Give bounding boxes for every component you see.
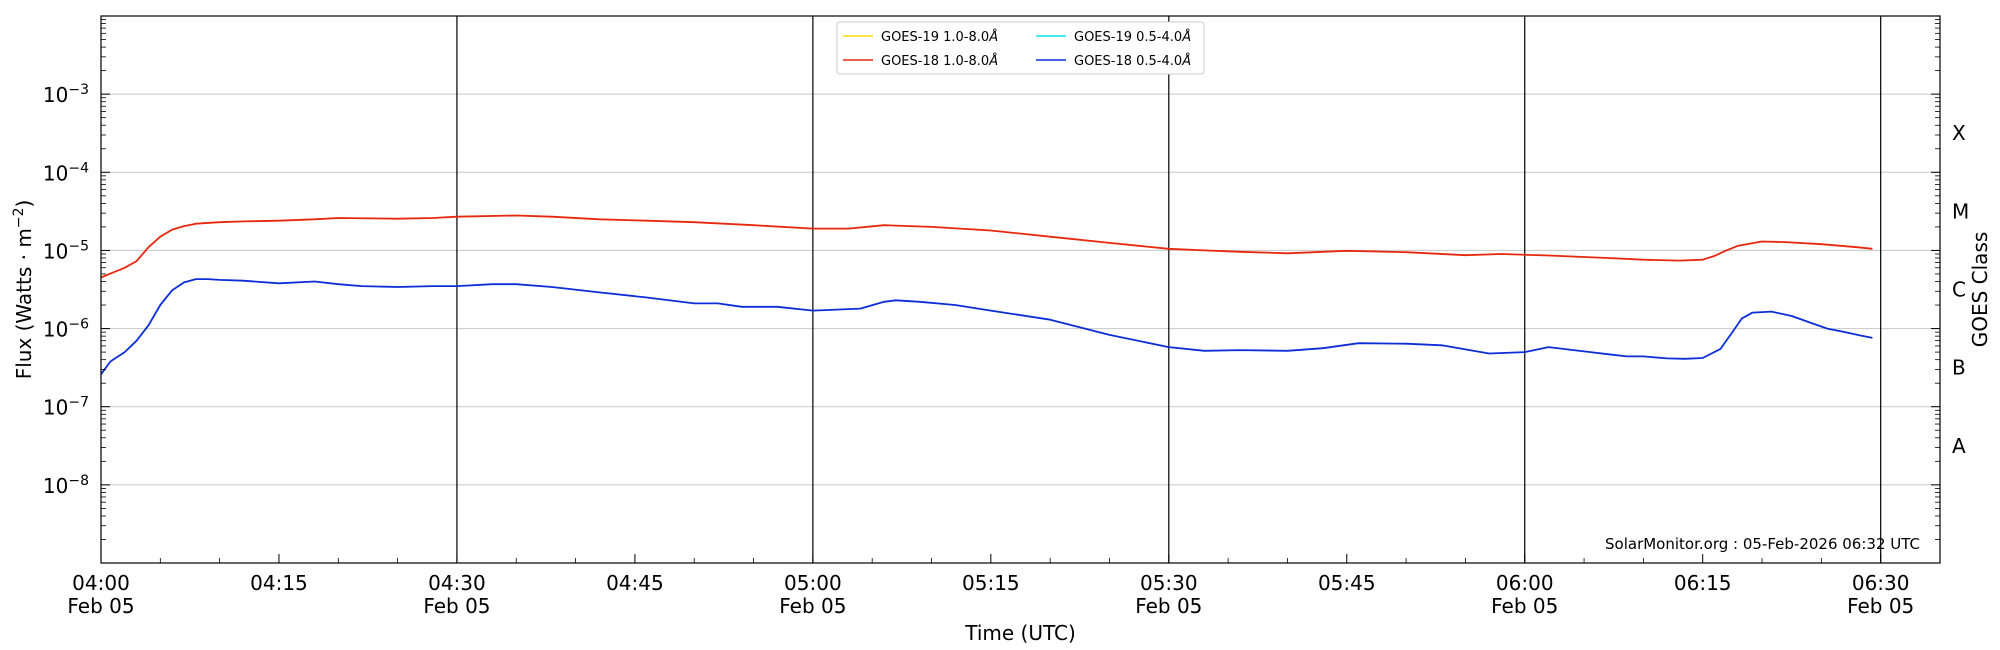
legend-label-goes18-short: GOES-18 0.5-4.0Å bbox=[1074, 53, 1191, 69]
goes-class-axis-title: GOES Class bbox=[1968, 232, 1992, 348]
y-tick-exponent: −6 bbox=[68, 317, 89, 333]
goes-class-label: C bbox=[1952, 278, 1966, 302]
y-tick-base: 10 bbox=[43, 83, 68, 107]
goes-class-label: X bbox=[1952, 121, 1966, 145]
y-tick-label: 10−5 bbox=[43, 238, 89, 263]
x-tick-label-date: Feb 05 bbox=[423, 594, 490, 618]
y-tick-label: 10−3 bbox=[43, 82, 89, 107]
goes-class-label: M bbox=[1952, 199, 1969, 223]
angstrom-symbol: Å bbox=[988, 29, 998, 45]
x-tick-label-time: 04:30 bbox=[428, 571, 486, 595]
plot-frame bbox=[100, 15, 1941, 564]
legend: GOES-19 1.0-8.0Å GOES-18 1.0-8.0Å GOES-1… bbox=[836, 21, 1205, 75]
goes-class-label: A bbox=[1952, 434, 1966, 458]
x-tick-label-time: 05:00 bbox=[784, 571, 842, 595]
x-tick-label-time: 06:15 bbox=[1674, 571, 1732, 595]
y-tick-exponent: −5 bbox=[68, 238, 89, 254]
y-tick-label: 10−6 bbox=[43, 317, 89, 342]
y-tick-label: 10−8 bbox=[43, 473, 89, 498]
x-tick-label-time: 04:15 bbox=[250, 571, 308, 595]
x-tick-label-time: 06:00 bbox=[1496, 571, 1554, 595]
angstrom-symbol: Å bbox=[1181, 29, 1191, 45]
series-line-3 bbox=[100, 278, 1873, 375]
x-tick-label-date: Feb 05 bbox=[1491, 594, 1558, 618]
legend-label-goes18-long: GOES-18 1.0-8.0Å bbox=[881, 53, 998, 69]
y-tick-base: 10 bbox=[43, 318, 68, 342]
tick-layer bbox=[100, 19, 1941, 563]
y-tick-exponent: −3 bbox=[68, 82, 89, 98]
x-tick-label-date: Feb 05 bbox=[67, 594, 134, 618]
series-layer bbox=[100, 214, 1873, 375]
y-tick-base: 10 bbox=[43, 474, 68, 498]
y-axis-title: Flux (Watts · m−2) bbox=[11, 200, 36, 380]
legend-label-goes19-short: GOES-19 0.5-4.0Å bbox=[1074, 29, 1191, 45]
legend-label-goes18-short-text: GOES-18 0.5-4.0 bbox=[1074, 54, 1182, 69]
angstrom-symbol: Å bbox=[988, 53, 998, 69]
y-axis-title-sup: −2 bbox=[11, 208, 27, 229]
legend-label-goes19-short-text: GOES-19 0.5-4.0 bbox=[1074, 30, 1182, 45]
x-tick-label-time: 05:45 bbox=[1318, 571, 1376, 595]
x-tick-label-time: 05:15 bbox=[962, 571, 1020, 595]
x-tick-label-time: 06:30 bbox=[1852, 571, 1910, 595]
grid-layer bbox=[101, 93, 1940, 486]
angstrom-symbol: Å bbox=[1181, 53, 1191, 69]
vertical-lines-layer bbox=[456, 16, 1882, 563]
y-tick-label: 10−4 bbox=[43, 160, 89, 185]
y-tick-base: 10 bbox=[43, 396, 68, 420]
y-tick-exponent: −7 bbox=[68, 395, 89, 411]
series-line-2 bbox=[100, 214, 1873, 279]
y-tick-label: 10−7 bbox=[43, 395, 89, 420]
y-tick-exponent: −4 bbox=[68, 160, 89, 176]
legend-label-goes18-long-text: GOES-18 1.0-8.0 bbox=[881, 54, 989, 69]
y-tick-exponent: −8 bbox=[68, 473, 89, 489]
y-tick-base: 10 bbox=[43, 161, 68, 185]
x-tick-label-date: Feb 05 bbox=[1135, 594, 1202, 618]
x-axis-title: Time (UTC) bbox=[964, 621, 1076, 645]
x-tick-label-date: Feb 05 bbox=[1847, 594, 1914, 618]
y-tick-base: 10 bbox=[43, 239, 68, 263]
credit-text: SolarMonitor.org : 05-Feb-2026 06:32 UTC bbox=[1605, 535, 1920, 553]
x-tick-label-date: Feb 05 bbox=[779, 594, 846, 618]
y-axis-title-main: Flux (Watts · m bbox=[12, 228, 36, 379]
x-tick-label-time: 04:00 bbox=[72, 571, 130, 595]
legend-label-goes19-long-text: GOES-19 1.0-8.0 bbox=[881, 30, 989, 45]
y-axis-title-close: ) bbox=[12, 200, 36, 208]
legend-label-goes19-long: GOES-19 1.0-8.0Å bbox=[881, 29, 998, 45]
x-tick-label-time: 05:30 bbox=[1140, 571, 1198, 595]
x-tick-label-time: 04:45 bbox=[606, 571, 664, 595]
goes-class-label: B bbox=[1952, 356, 1966, 380]
legend-box bbox=[836, 21, 1205, 75]
